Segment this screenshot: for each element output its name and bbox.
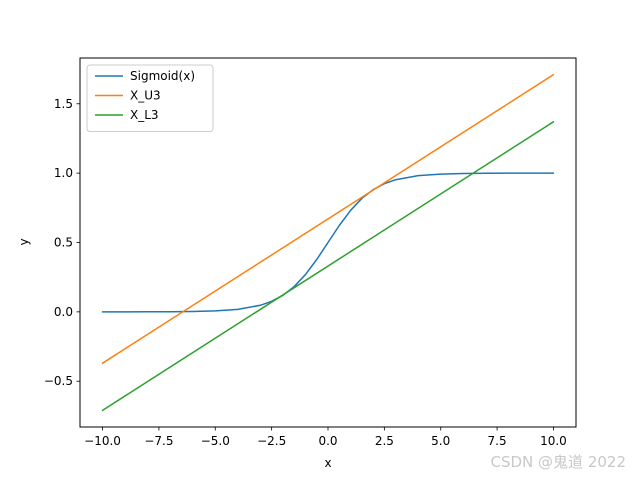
x-tick-label: −10.0 <box>84 434 121 448</box>
legend: Sigmoid(x) X_U3 X_L3 <box>86 64 214 132</box>
y-tick-label: 0.0 <box>54 305 73 319</box>
y-tick-label: 0.5 <box>54 236 73 250</box>
y-tick-label: 1.0 <box>54 166 73 180</box>
x-tick-label: −5.0 <box>201 434 230 448</box>
series-line-1 <box>101 73 555 364</box>
x-axis: −10.0 −7.5 −5.0 −2.5 0.0 2.5 5.0 7.5 10.0 <box>84 427 567 448</box>
x-tick-label: 7.5 <box>488 434 507 448</box>
legend-label: X_L3 <box>130 108 159 122</box>
y-axis-label: y <box>17 238 31 245</box>
x-tick-label: 10.0 <box>540 434 567 448</box>
y-tick-label: 1.5 <box>54 97 73 111</box>
y-tick-label: −0.5 <box>44 374 73 388</box>
series-layer <box>101 73 555 412</box>
x-axis-label: x <box>324 456 331 470</box>
watermark: CSDN @鬼道 2022 <box>490 453 626 471</box>
y-axis: −0.5 0.0 0.5 1.0 1.5 <box>44 97 80 388</box>
series-line-2 <box>101 121 555 412</box>
x-tick-label: −7.5 <box>144 434 173 448</box>
legend-label: Sigmoid(x) <box>130 69 195 83</box>
x-tick-label: 0.0 <box>318 434 337 448</box>
x-tick-label: 2.5 <box>375 434 394 448</box>
series-line-0 <box>101 172 555 313</box>
x-tick-label: 5.0 <box>431 434 450 448</box>
x-tick-label: −2.5 <box>257 434 286 448</box>
legend-label: X_U3 <box>130 89 161 103</box>
